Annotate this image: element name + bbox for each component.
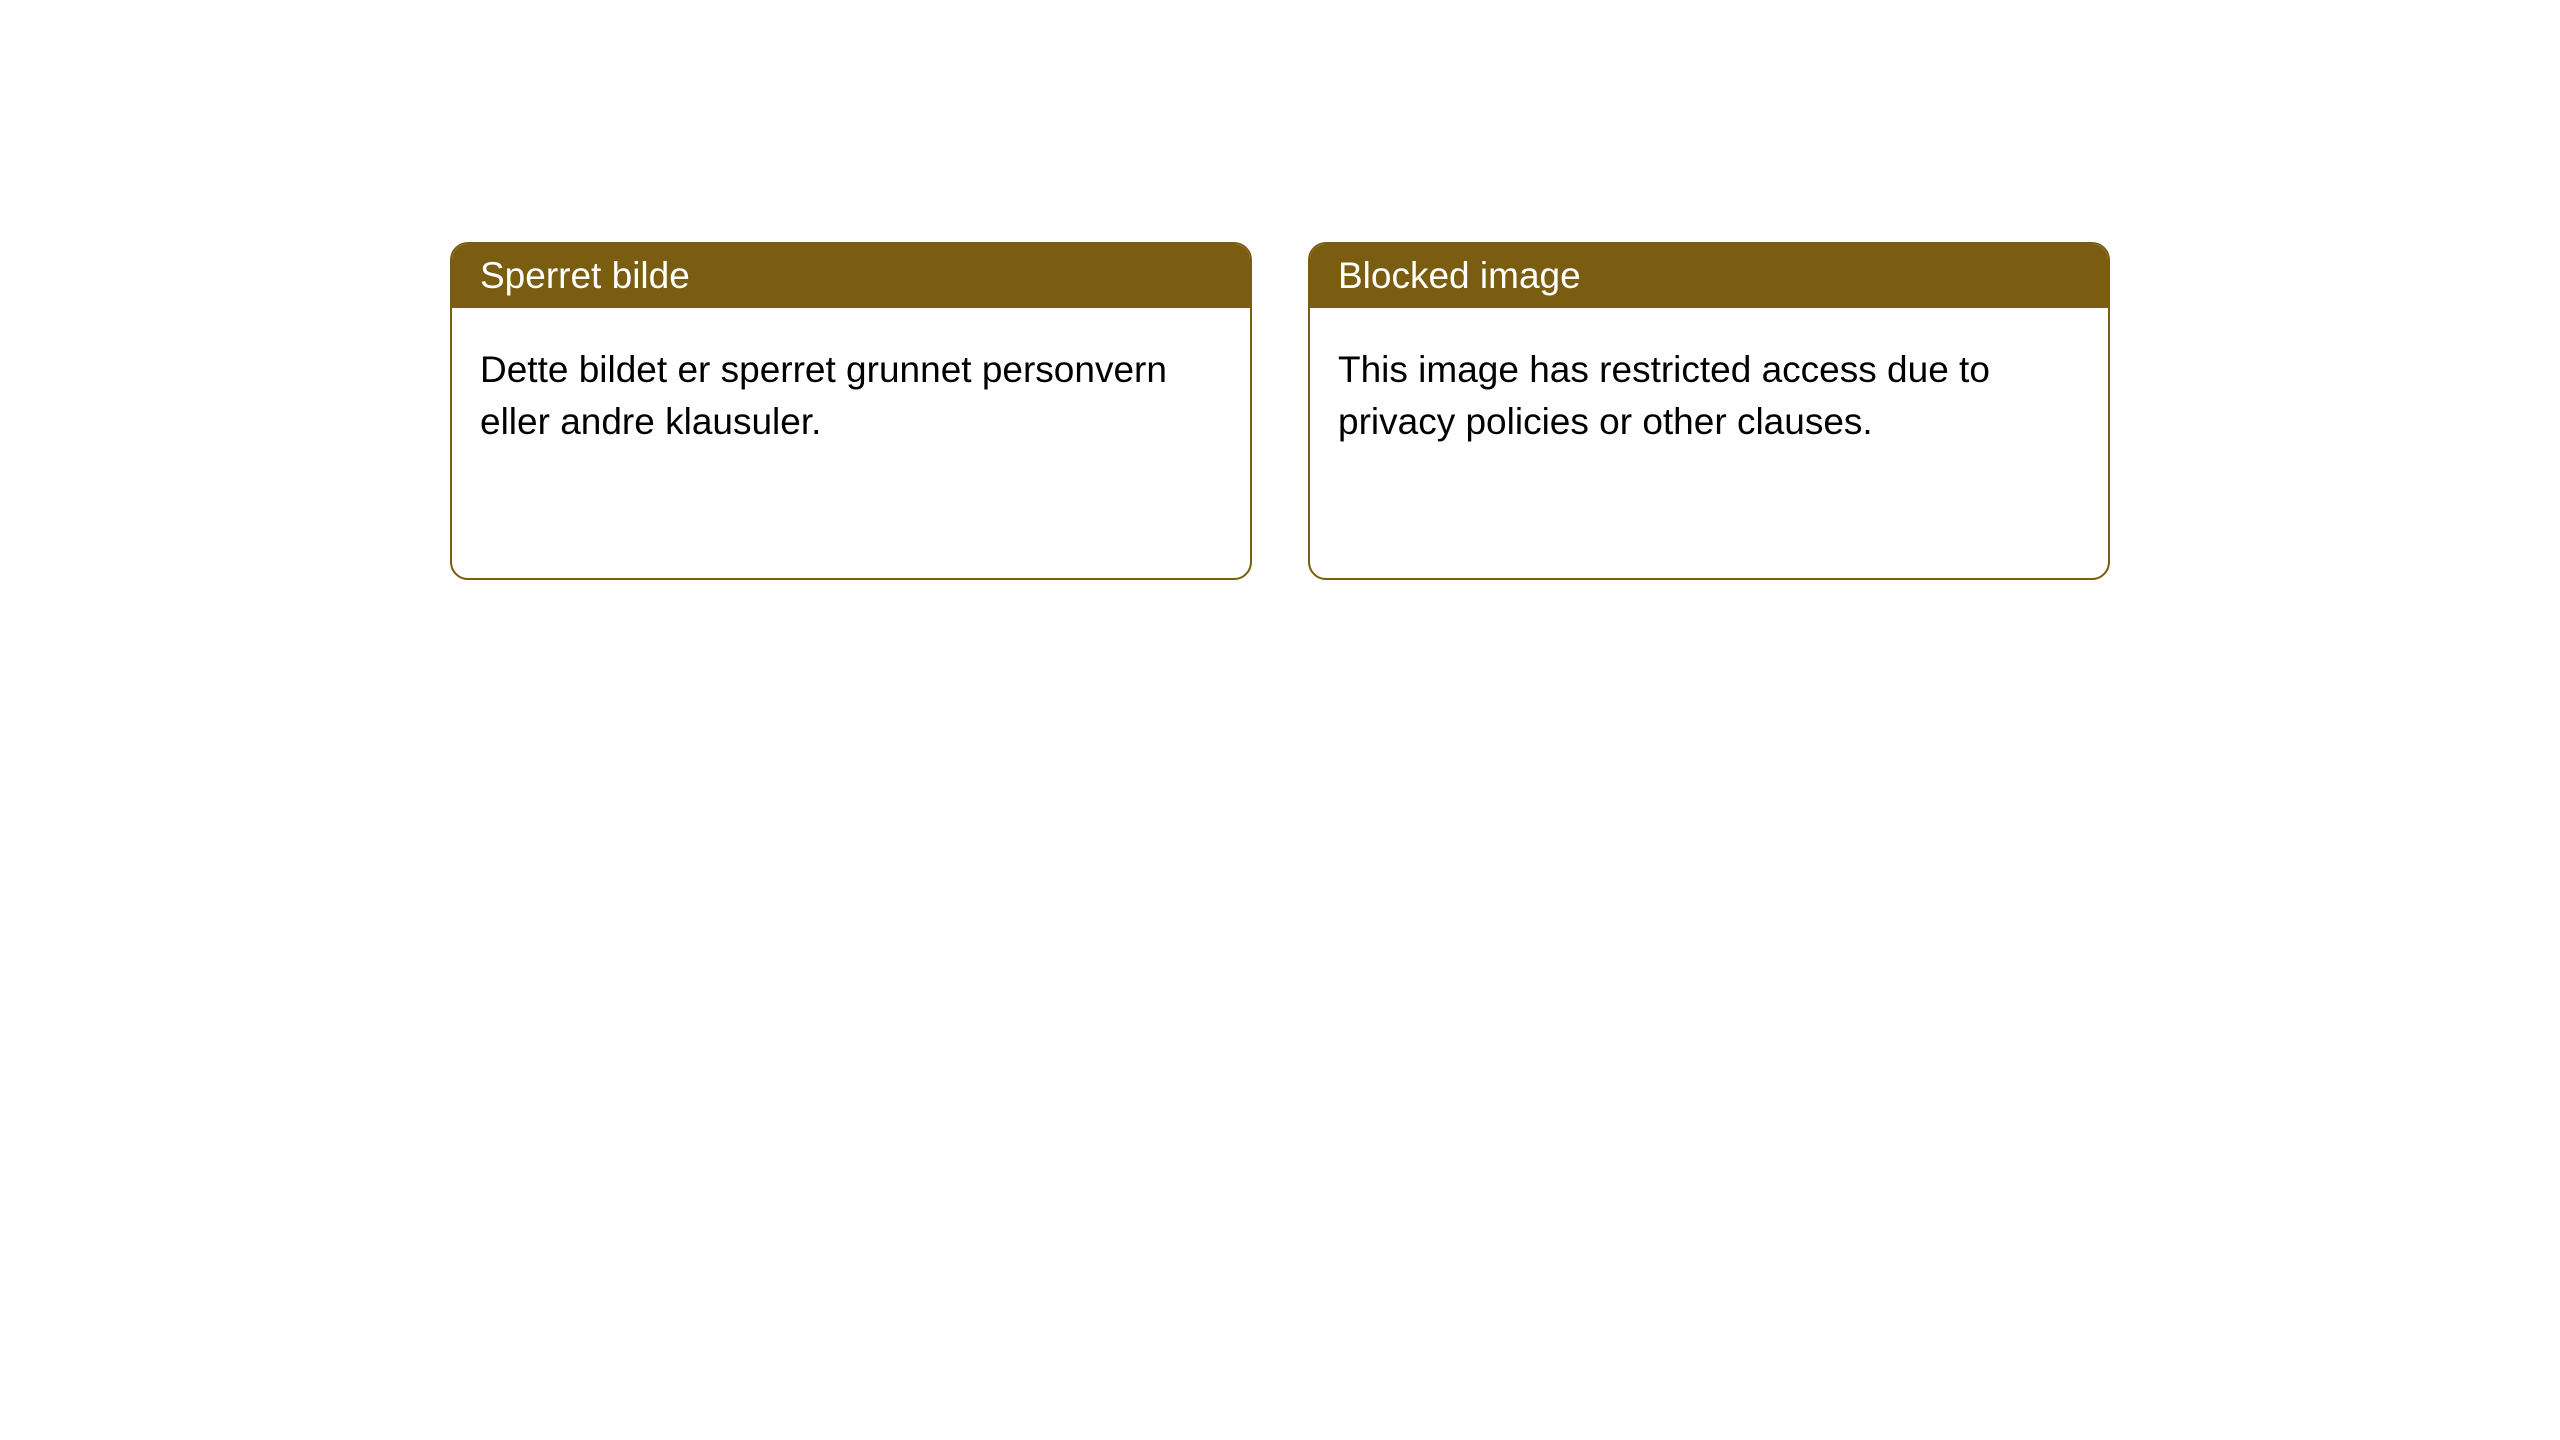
notice-body-english: This image has restricted access due to …	[1310, 308, 2108, 578]
notice-container: Sperret bilde Dette bildet er sperret gr…	[0, 0, 2560, 580]
notice-body-norwegian: Dette bildet er sperret grunnet personve…	[452, 308, 1250, 578]
notice-title-norwegian: Sperret bilde	[452, 244, 1250, 308]
notice-card-norwegian: Sperret bilde Dette bildet er sperret gr…	[450, 242, 1252, 580]
notice-card-english: Blocked image This image has restricted …	[1308, 242, 2110, 580]
notice-title-english: Blocked image	[1310, 244, 2108, 308]
